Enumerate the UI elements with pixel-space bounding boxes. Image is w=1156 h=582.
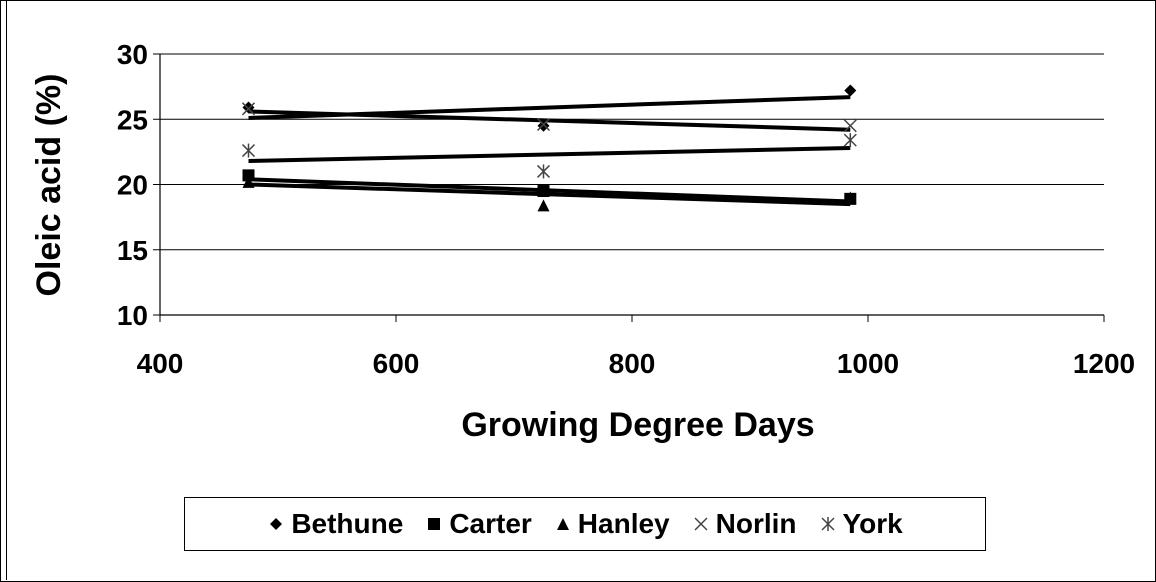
trendline-norlin: [248, 109, 851, 132]
legend-marker-shape: [428, 518, 441, 530]
legend-item-york: York: [819, 508, 903, 540]
legend-label: Hanley: [577, 508, 670, 539]
point-carter: [242, 169, 255, 182]
legend-item-bethune: Bethune: [267, 508, 403, 540]
legend-marker-shape: [820, 517, 835, 531]
y-tick-label: 25: [117, 104, 148, 135]
point-york: [536, 164, 551, 179]
point-bethune: [537, 119, 550, 132]
point-carter: [537, 185, 550, 198]
legend-label: York: [842, 508, 903, 539]
point-norlin: [843, 119, 857, 133]
x-tick-label: 1000: [837, 348, 899, 379]
y-tick-label: 30: [117, 39, 148, 70]
legend-marker-shape: [556, 518, 569, 530]
y-tick-label: 15: [117, 235, 148, 266]
legend-label: Carter: [449, 508, 532, 539]
diamond-marker-icon: [270, 518, 283, 530]
point-hanley: [844, 191, 857, 204]
x-tick-label: 800: [609, 348, 656, 379]
x-tick-label: 1200: [1073, 348, 1135, 379]
point-bethune: [242, 101, 255, 114]
legend-label: Norlin: [715, 508, 797, 539]
point-york: [843, 133, 857, 148]
y-tick-label: 20: [117, 170, 148, 201]
axes: [153, 53, 1105, 322]
gridlines: [160, 53, 1104, 251]
point-hanley: [242, 175, 255, 188]
legend: Bethune Carter Hanley Norlin York: [184, 497, 986, 551]
asterisk-marker-icon: [820, 517, 835, 531]
point-norlin: [241, 102, 256, 116]
x-marker-icon: [694, 517, 708, 531]
legend-marker-shape: [694, 517, 708, 531]
y-tick-label: 10: [117, 300, 148, 331]
legend-marker-shape: [270, 518, 283, 530]
triangle-marker-icon: [556, 518, 569, 530]
point-norlin: [536, 117, 551, 132]
y-axis-title: Oleic acid (%): [30, 74, 68, 297]
x-axis-title: Growing Degree Days: [461, 406, 814, 444]
frame-inner-rule: [6, 0, 7, 580]
trendline-york: [248, 145, 851, 164]
legend-item-hanley: Hanley: [554, 508, 670, 540]
point-hanley: [537, 199, 550, 212]
legend-item-carter: Carter: [425, 508, 532, 540]
point-bethune: [844, 84, 857, 97]
tick-labels: 10 15 20 25 30 400 600 800 1000 1200: [117, 39, 1135, 379]
square-marker-icon: [428, 518, 441, 530]
point-york: [241, 143, 256, 158]
data-points: [241, 84, 857, 212]
x-tick-label: 400: [137, 348, 184, 379]
legend-item-norlin: Norlin: [692, 508, 797, 540]
legend-label: Bethune: [291, 508, 404, 539]
x-tick-label: 600: [373, 348, 420, 379]
